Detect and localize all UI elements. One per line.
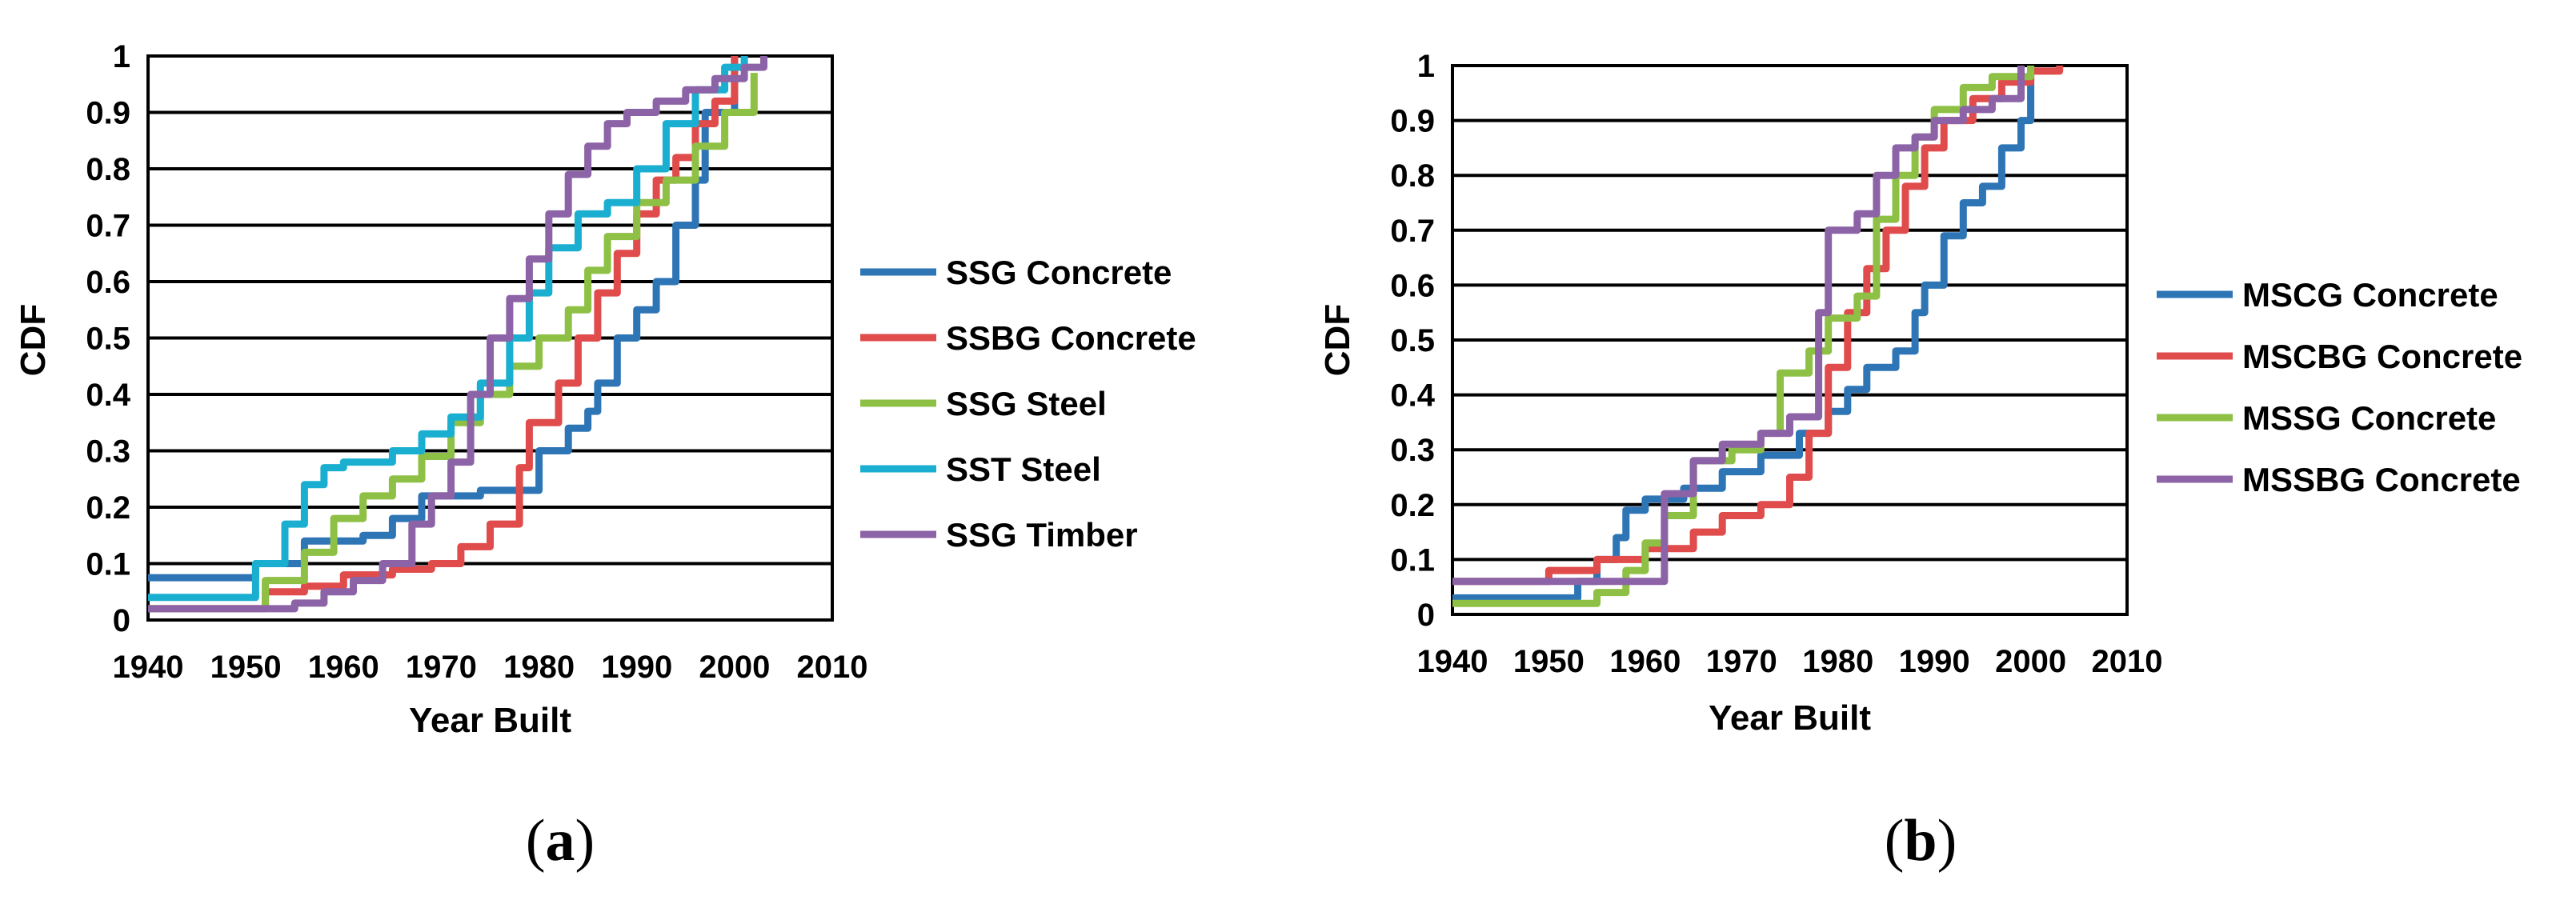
x-tick-label: 1980 [1802,644,1873,679]
series-line-ssbg-concrete [148,56,739,613]
y-tick-label: 0.1 [86,547,130,582]
x-axis-title: Year Built [1709,698,1871,738]
y-tick-label: 0.3 [86,434,130,470]
legend-label-ssg-timber: SSG Timber [946,516,1138,554]
legend-label-ssbg-concrete: SSBG Concrete [946,319,1196,357]
y-tick-label: 0.8 [86,152,130,187]
x-tick-label: 1960 [308,650,379,685]
x-tick-label: 1990 [601,650,672,685]
y-tick-label: 0.4 [86,378,130,413]
y-tick-label: 1 [113,39,130,74]
y-axis-title: CDF [14,304,53,376]
legend-label-mscg-concrete: MSCG Concrete [2242,276,2498,314]
y-tick-label: 0.6 [86,265,130,300]
y-tick-label: 0.8 [1390,158,1435,194]
series-line-mssbg-concrete [1452,66,2025,586]
chart-b: 0 0.1 0.2 0.3 0.4 0.5 0.6 0.7 0.8 0.9 1 1940 1950 196… [1318,49,2522,874]
y-tick-label: 0.6 [1390,268,1435,303]
plot-area [146,54,834,622]
y-axis-title: CDF [1318,304,1357,376]
y-tick-label: 0.4 [1390,378,1435,414]
x-tick-label: 1940 [1417,644,1488,679]
x-tick-label: 2010 [2092,644,2163,679]
x-tick-label: 1990 [1899,644,1970,679]
legend-label-sst-steel: SST Steel [946,450,1101,488]
series-line-sst-steel [148,56,748,602]
x-tick-label: 1940 [113,650,184,685]
panel-caption: (b) [1885,808,1957,874]
y-tick-label: 0.2 [86,490,130,526]
legend-label-ssg-concrete: SSG Concrete [946,254,1172,291]
x-tick-label: 1970 [406,650,477,685]
y-tick-label: 0.3 [1390,433,1435,468]
chart-a: 0 0.1 0.2 0.3 0.4 0.5 0.6 0.7 0.8 0.9 1 1940 1950 196… [14,39,1196,874]
legend-label-mssbg-concrete: MSSBG Concrete [2242,461,2521,498]
legend-label-mscbg-concrete: MSCBG Concrete [2242,338,2522,375]
x-tick-label: 2000 [1995,644,2066,679]
y-tick-label: 0.7 [1390,214,1435,249]
y-tick-label: 0.1 [1390,542,1435,578]
legend: SSG Concrete SSBG Concrete SSG Steel SST St… [860,254,1196,554]
y-tick-label: 0.2 [1390,488,1435,523]
series-line-mscg-concrete [1452,66,2035,602]
y-tick-label: 0.9 [86,96,130,131]
y-tick-label: 0.9 [1390,104,1435,139]
series-line-mssg-concrete [1452,66,2035,607]
y-tick-label: 0.5 [86,322,130,357]
x-tick-label: 2010 [797,650,868,685]
legend-label-ssg-steel: SSG Steel [946,385,1107,422]
x-tick-label: 1960 [1609,644,1681,679]
x-tick-label: 1950 [1513,644,1584,679]
y-tick-label: 0 [1417,598,1435,633]
x-tick-label: 2000 [699,650,770,685]
legend-label-mssg-concrete: MSSG Concrete [2242,399,2496,437]
y-tick-label: 0.7 [86,209,130,244]
y-tick-label: 0 [113,603,130,638]
x-axis-title: Year Built [409,701,571,740]
x-tick-label: 1970 [1706,644,1777,679]
y-tick-label: 1 [1417,49,1435,84]
series-line-ssg-timber [148,56,767,613]
series-line-ssg-concrete [148,56,739,582]
plot-area [1451,64,2129,616]
x-tick-label: 1980 [503,650,575,685]
legend: MSCG Concrete MSCBG Concrete MSSG Concrete… [2157,276,2522,498]
panel-caption: (a) [526,808,595,874]
x-tick-label: 1950 [210,650,282,685]
y-tick-label: 0.5 [1390,323,1435,358]
